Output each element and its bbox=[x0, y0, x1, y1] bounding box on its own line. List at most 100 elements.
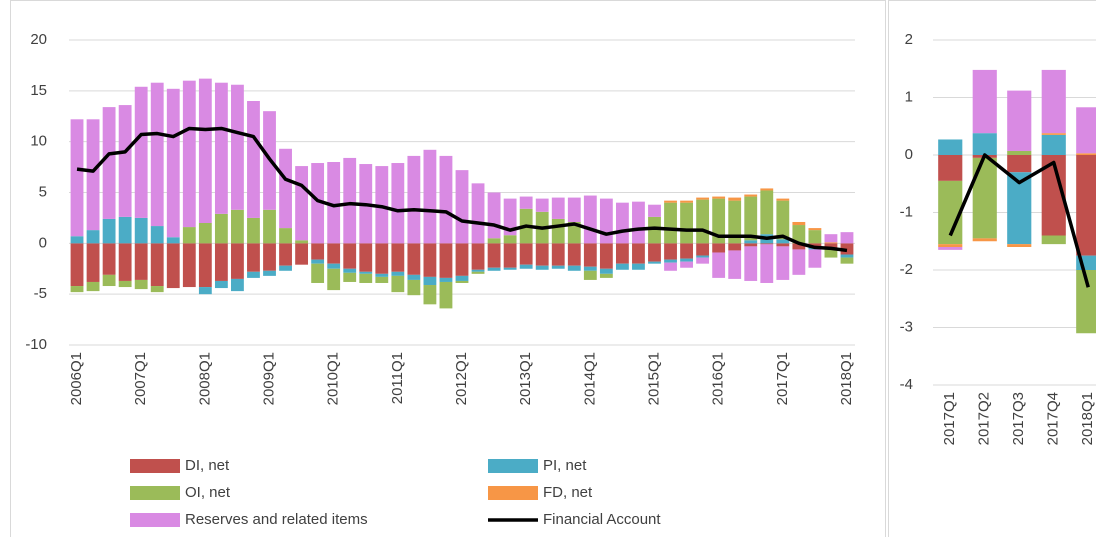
bar-segment bbox=[1007, 150, 1032, 155]
legend-label: FD, net bbox=[543, 484, 593, 501]
bar-segment bbox=[1041, 235, 1066, 245]
bar-segment bbox=[696, 243, 710, 256]
bar-segment bbox=[343, 243, 357, 269]
bar-segment bbox=[166, 237, 180, 244]
bar-segment bbox=[551, 197, 565, 219]
bar-segment bbox=[712, 196, 726, 199]
bar-segment bbox=[150, 243, 164, 287]
bar-segment bbox=[776, 243, 790, 247]
bar-segment bbox=[150, 226, 164, 244]
bar-segment bbox=[471, 243, 485, 270]
x-tick-label: 2014Q1 bbox=[581, 352, 598, 405]
bar-segment bbox=[70, 119, 84, 237]
bar-segment bbox=[648, 216, 661, 244]
bar-segment bbox=[1076, 270, 1096, 334]
x-tick-label: 2013Q1 bbox=[517, 352, 534, 405]
bar-segment bbox=[696, 199, 710, 244]
bar-segment bbox=[567, 243, 581, 266]
bar-segment bbox=[599, 243, 613, 269]
bar-segment bbox=[583, 270, 597, 280]
bar-segment bbox=[519, 264, 533, 269]
bar-segment bbox=[1076, 155, 1096, 256]
bar-segment bbox=[343, 157, 357, 244]
bar-segment bbox=[198, 223, 212, 244]
bar-segment bbox=[70, 286, 84, 293]
bar-segment bbox=[664, 200, 677, 203]
bar-segment bbox=[423, 149, 437, 244]
y-tick-label: -3 bbox=[900, 318, 913, 335]
panel-frame bbox=[10, 0, 886, 537]
bar-segment bbox=[86, 119, 100, 231]
bar-segment bbox=[824, 242, 838, 244]
bar-segment bbox=[776, 200, 790, 240]
bar-segment bbox=[439, 281, 453, 309]
bar-segment bbox=[680, 258, 693, 262]
bar-segment bbox=[134, 243, 148, 280]
y-tick-label: 5 bbox=[39, 183, 47, 200]
bar-segment bbox=[375, 273, 389, 277]
bar-segment bbox=[972, 157, 997, 239]
line-series bbox=[76, 126, 848, 253]
bar-segment bbox=[792, 221, 806, 226]
bar-segment bbox=[599, 273, 613, 278]
bar-segment bbox=[343, 268, 357, 273]
legend-label: DI, net bbox=[185, 457, 230, 474]
bar-segment bbox=[1007, 155, 1032, 173]
bar-segment bbox=[696, 257, 710, 264]
y-tick-label: 10 bbox=[30, 133, 47, 150]
bar-segment bbox=[247, 101, 260, 218]
bar-segment bbox=[359, 271, 373, 274]
bar-segment bbox=[664, 259, 677, 263]
bar-segment bbox=[728, 197, 742, 201]
bar-segment bbox=[744, 243, 758, 247]
bar-segment bbox=[776, 198, 790, 201]
bar-segment bbox=[972, 133, 997, 155]
bar-segment bbox=[455, 243, 469, 276]
bar-segment bbox=[439, 155, 453, 244]
bar-segment bbox=[150, 82, 164, 227]
bar-segment bbox=[263, 209, 276, 244]
bar-segment bbox=[503, 267, 517, 270]
bar-segment bbox=[551, 265, 565, 269]
bar-segment bbox=[423, 243, 437, 277]
bar-segment bbox=[664, 243, 677, 260]
bar-segment bbox=[247, 243, 260, 272]
bar-segment bbox=[407, 279, 421, 296]
bar-segment bbox=[70, 243, 84, 287]
x-tick-label: 2007Q1 bbox=[132, 352, 149, 405]
bar-segment bbox=[182, 243, 196, 288]
bar-segment bbox=[70, 236, 84, 244]
bar-segment bbox=[744, 240, 758, 244]
legend-label: PI, net bbox=[543, 457, 587, 474]
bar-segment bbox=[471, 269, 485, 272]
bar-segment bbox=[423, 285, 437, 305]
bar-segment bbox=[503, 243, 517, 268]
bar-segment bbox=[938, 244, 963, 247]
bar-segment bbox=[214, 82, 228, 214]
bar-segment bbox=[487, 192, 501, 239]
bar-segment bbox=[567, 265, 581, 271]
bar-segment bbox=[728, 200, 742, 244]
bar-segment bbox=[938, 247, 963, 250]
bar-segment bbox=[680, 200, 693, 203]
bar-segment bbox=[134, 86, 148, 218]
x-tick-label: 2012Q1 bbox=[453, 352, 470, 405]
bar-segment bbox=[744, 194, 758, 197]
bar-segment bbox=[343, 272, 357, 282]
bar-segment bbox=[263, 243, 276, 271]
bar-segment bbox=[311, 259, 325, 264]
bar-segment bbox=[407, 155, 421, 244]
bar-segment bbox=[503, 235, 517, 244]
bar-segment bbox=[615, 202, 629, 244]
bar-segment bbox=[503, 198, 517, 236]
bar-segment bbox=[712, 252, 726, 278]
bar-segment bbox=[696, 197, 710, 200]
bar-segment bbox=[648, 261, 661, 264]
bar-segment bbox=[1041, 134, 1066, 155]
bar-segment bbox=[134, 217, 148, 244]
line-series bbox=[948, 153, 1090, 288]
bar-segment bbox=[1041, 69, 1066, 134]
bar-segment bbox=[760, 243, 774, 245]
bar-segment bbox=[599, 198, 613, 244]
